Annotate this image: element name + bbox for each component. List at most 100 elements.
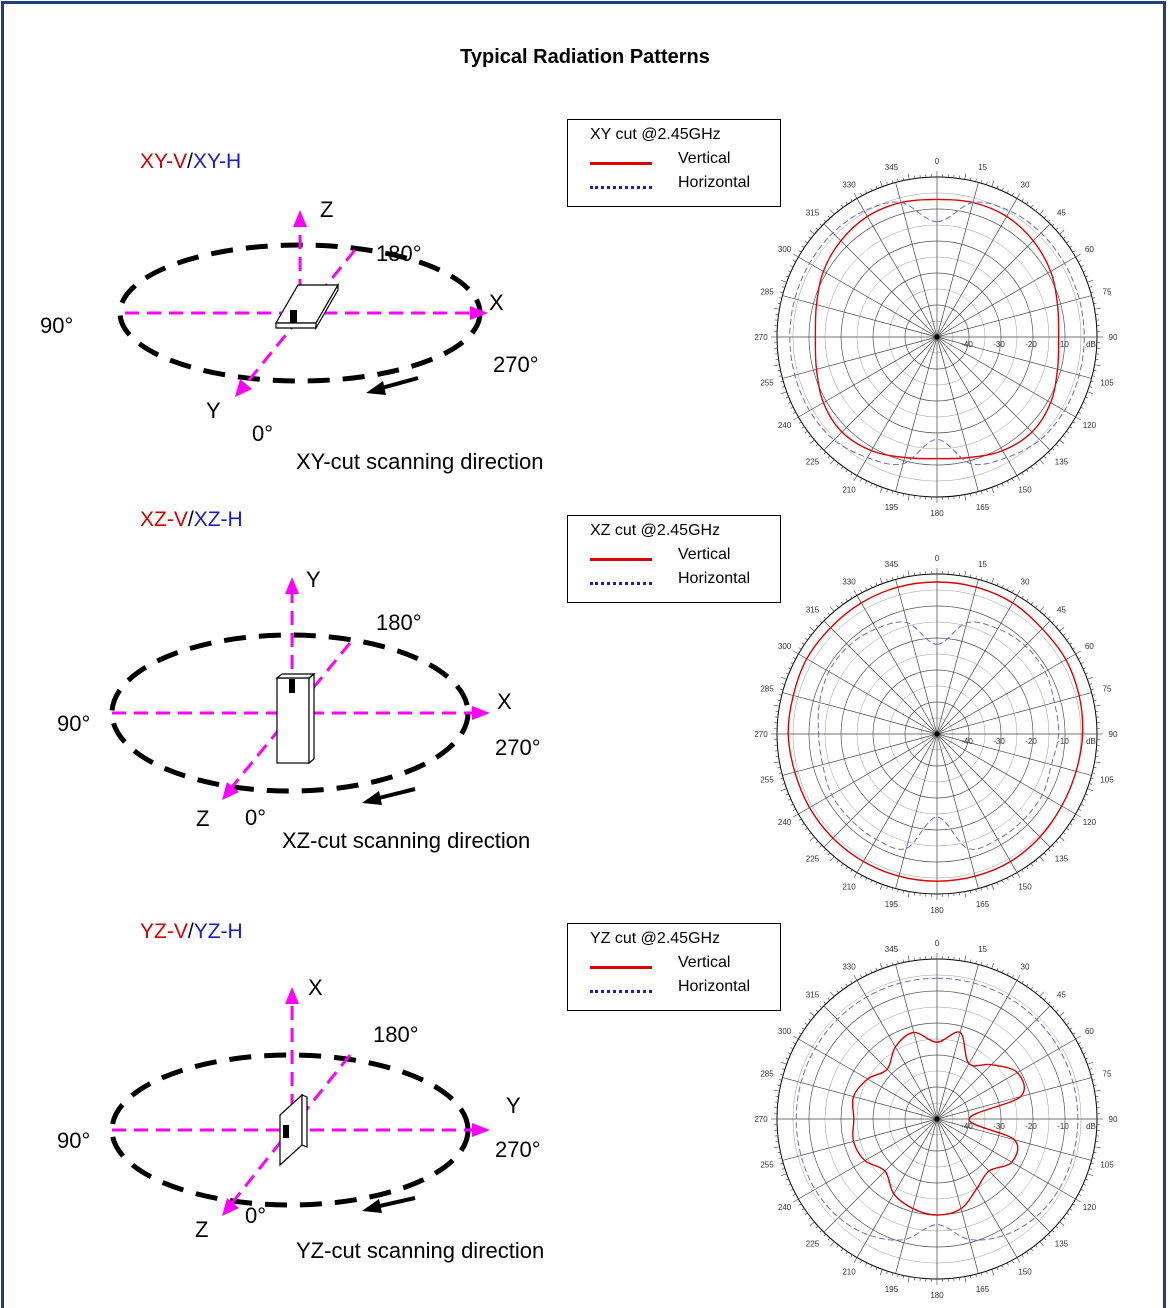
polar-radial-label: -40: [961, 1122, 973, 1131]
polar-rim-tick: [1030, 986, 1034, 990]
polar-spoke: [936, 336, 979, 492]
polar-spoke: [936, 336, 1076, 418]
polar-rim-tick: [801, 1208, 805, 1211]
polar-rim-tick: [1047, 616, 1051, 620]
polar-rim-tick: [840, 986, 844, 990]
polar-rim-tick: [815, 624, 819, 628]
polar-rim-tick: [1072, 818, 1076, 821]
polar-rim-tick: [819, 844, 823, 848]
polar-rim-tick: [1026, 598, 1029, 602]
polar-rim-tick: [808, 832, 812, 835]
polar-rim-tick: [1062, 633, 1066, 636]
polar-radial-label: -20: [1025, 340, 1037, 349]
polar-rim-tick: [793, 1035, 799, 1040]
polar-spoke: [936, 579, 979, 735]
polar-rim-tick: [798, 250, 802, 253]
polar-rim-tick: [815, 443, 819, 447]
polar-rim-tick: [1080, 1188, 1084, 1191]
polar-rim-tick: [808, 633, 812, 636]
polar-angle-label: 0: [935, 157, 940, 166]
polar-rim-tick: [1093, 1084, 1097, 1087]
polar-rim-tick: [969, 1275, 972, 1279]
polar-rim-tick: [907, 494, 910, 501]
polar-spoke: [936, 198, 1018, 338]
polar-angle-label: 210: [842, 1267, 856, 1276]
polar-rim-tick: [785, 275, 789, 278]
polar-rim-tick: [1030, 466, 1034, 470]
angle-left-label: 90°: [40, 313, 73, 338]
polar-spoke: [823, 620, 938, 735]
polar-spoke: [782, 1077, 938, 1120]
polar-rim-tick: [1001, 187, 1004, 191]
scan-direction-arrowhead: [362, 1199, 382, 1213]
polar-spoke: [856, 595, 938, 735]
polar-angle-label: 240: [778, 1203, 792, 1212]
polar-rim-tick: [891, 962, 894, 966]
legend-title: XY cut @2.45GHz: [590, 126, 721, 143]
polar-rim-tick: [827, 215, 831, 219]
polar-spoke: [823, 336, 938, 451]
polar-rim-tick: [777, 369, 781, 372]
polar-rim-tick: [1066, 240, 1070, 244]
polar-rim-tick: [1039, 856, 1044, 862]
legend-swatch-horizontal: [590, 582, 652, 585]
polar-radial-label: -10: [1057, 1122, 1069, 1131]
legend-title: XZ cut @2.45GHz: [590, 522, 721, 539]
polar-rim-tick: [1089, 683, 1093, 685]
polar-rim-tick: [781, 1068, 785, 1070]
polar-rim-tick: [902, 959, 905, 963]
polar-angle-label: 150: [1018, 485, 1032, 494]
polar-angle-label: 75: [1103, 1069, 1112, 1078]
polar-rim-tick: [1075, 253, 1081, 258]
polar-rim-tick: [1090, 1162, 1094, 1165]
device-icon: [275, 672, 316, 765]
polar-angle-label: 105: [1100, 776, 1114, 785]
polar-rim-tick: [781, 1168, 785, 1170]
polar-rim-tick: [845, 983, 848, 987]
legend-label-horizontal: Horizontal: [678, 570, 751, 587]
polar-rim-tick: [1051, 447, 1055, 451]
polar-rim-tick: [830, 1241, 835, 1247]
angle-front-label: 0°: [245, 805, 266, 830]
polar-angle-label: 225: [806, 457, 820, 466]
polar-rim-tick: [853, 872, 858, 878]
polar-rim-tick: [897, 960, 899, 964]
polar-spoke: [823, 733, 938, 848]
polar-spoke: [856, 336, 938, 476]
polar-rim-tick: [809, 1012, 815, 1017]
polar-rim-tick: [781, 286, 785, 288]
polar-rim-tick: [778, 772, 782, 774]
polar-angle-label: 120: [1083, 1203, 1097, 1212]
polar-rim-tick: [969, 959, 972, 963]
polar-rim-tick: [778, 1157, 782, 1159]
polar-rim-tick: [850, 869, 853, 873]
polar-rim-tick: [964, 494, 967, 501]
polar-rim-tick: [836, 990, 839, 994]
polar-angle-label: 30: [1021, 181, 1030, 190]
polar-unit-label: dB: [1086, 737, 1096, 746]
polar-rim-tick: [1021, 472, 1024, 476]
polar-rim-tick: [1051, 844, 1055, 848]
polar-rim-tick: [780, 688, 784, 691]
polar-rim-tick: [986, 181, 988, 185]
polar-rim-tick: [865, 972, 868, 976]
polar-rim-tick: [1090, 688, 1094, 691]
polar-angle-label: 30: [1021, 578, 1030, 587]
polar-rim-tick: [1001, 1265, 1004, 1269]
polar-rim-tick: [773, 1146, 780, 1149]
polar-spoke: [936, 1118, 979, 1274]
polar-spoke: [936, 1118, 1051, 1233]
polar-spoke: [798, 653, 938, 735]
polar-spoke: [856, 980, 938, 1120]
polar-rim-tick: [865, 190, 868, 194]
polar-rim-tick: [1085, 396, 1089, 399]
polar-rim-tick: [853, 193, 858, 199]
polar-rim-tick: [787, 270, 791, 273]
polar-rim-tick: [1087, 1173, 1094, 1177]
polar-angle-label: 150: [1018, 882, 1032, 891]
polar-rim-tick: [798, 1032, 802, 1035]
polar-rim-tick: [1059, 836, 1065, 841]
polar-rim-tick: [996, 582, 999, 586]
polar-spoke: [895, 733, 938, 889]
